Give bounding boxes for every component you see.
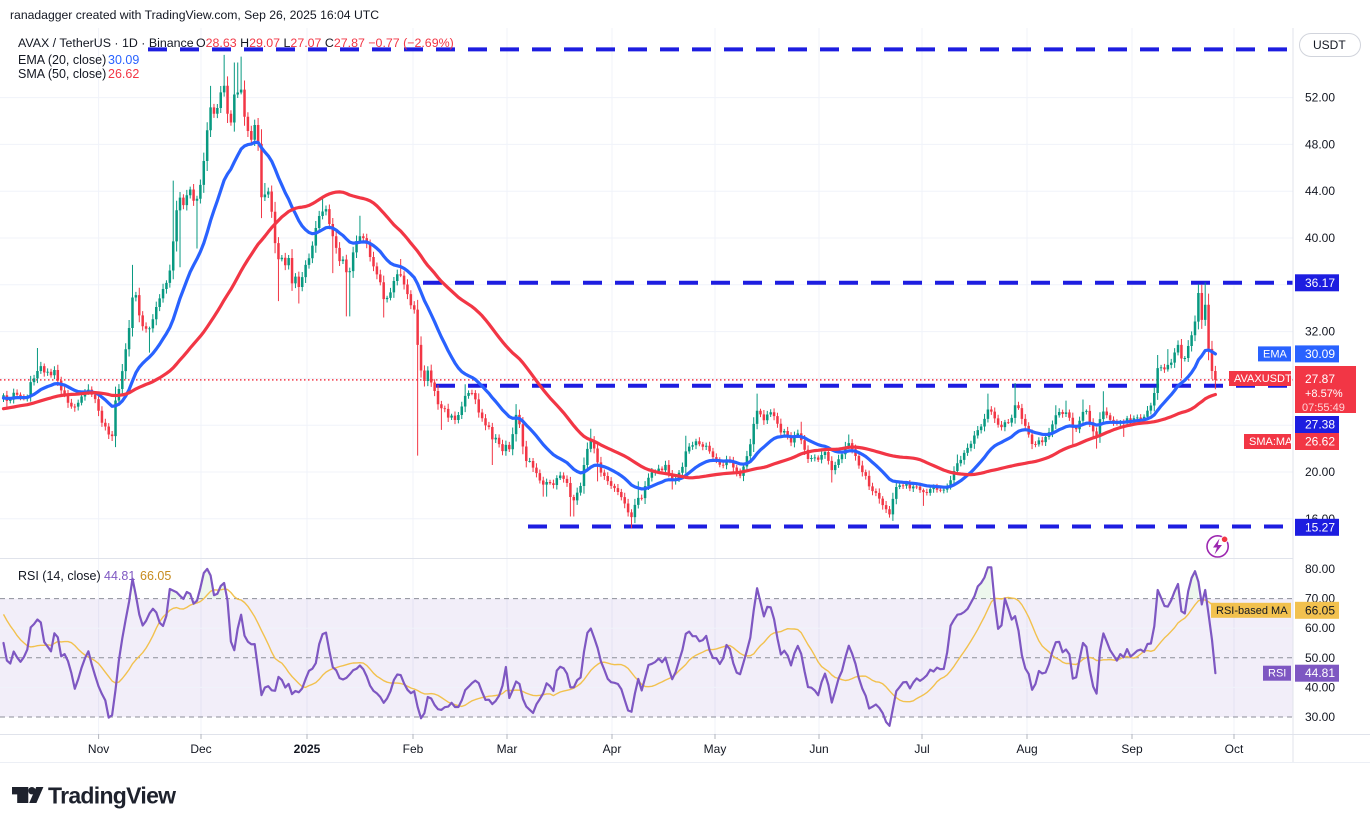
svg-text:O28.63 H29.07 L27.07 C27.87 −0: O28.63 H29.07 L27.07 C27.87 −0.77 (−2.69… bbox=[196, 36, 454, 50]
svg-text:66.05: 66.05 bbox=[1305, 603, 1335, 617]
svg-text:60.00: 60.00 bbox=[1305, 621, 1335, 635]
svg-text:EMA (20, close): EMA (20, close) bbox=[18, 53, 106, 67]
svg-text:27.87: 27.87 bbox=[1305, 372, 1335, 386]
svg-text:30.09: 30.09 bbox=[108, 53, 139, 67]
svg-text:50.00: 50.00 bbox=[1305, 651, 1335, 665]
svg-text:TradingView: TradingView bbox=[48, 783, 176, 809]
svg-text:32.00: 32.00 bbox=[1305, 325, 1335, 339]
svg-text:Dec: Dec bbox=[190, 742, 211, 756]
svg-text:Jun: Jun bbox=[809, 742, 828, 756]
svg-text:52.00: 52.00 bbox=[1305, 91, 1335, 105]
svg-text:26.62: 26.62 bbox=[108, 67, 139, 81]
svg-text:30.00: 30.00 bbox=[1305, 710, 1335, 724]
svg-text:66.05: 66.05 bbox=[140, 569, 171, 583]
svg-text:RSI (14, close): RSI (14, close) bbox=[18, 569, 101, 583]
svg-text:15.27: 15.27 bbox=[1305, 520, 1335, 534]
svg-text:RSI-based MA: RSI-based MA bbox=[1216, 605, 1288, 617]
svg-text:Mar: Mar bbox=[497, 742, 518, 756]
svg-text:Nov: Nov bbox=[88, 742, 109, 756]
svg-text:ranadagger created with Tradin: ranadagger created with TradingView.com,… bbox=[10, 8, 379, 22]
svg-text:RSI: RSI bbox=[1268, 668, 1286, 680]
svg-text:Oct: Oct bbox=[1225, 742, 1244, 756]
svg-text:+8.57%: +8.57% bbox=[1305, 388, 1343, 400]
svg-text:26.62: 26.62 bbox=[1305, 435, 1335, 449]
svg-text:Jul: Jul bbox=[914, 742, 929, 756]
svg-text:20.00: 20.00 bbox=[1305, 465, 1335, 479]
svg-text:AVAXUSDT: AVAXUSDT bbox=[1234, 373, 1292, 385]
svg-text:40.00: 40.00 bbox=[1305, 680, 1335, 694]
svg-text:80.00: 80.00 bbox=[1305, 562, 1335, 576]
svg-text:48.00: 48.00 bbox=[1305, 137, 1335, 151]
svg-text:2025: 2025 bbox=[294, 742, 321, 756]
svg-text:Feb: Feb bbox=[403, 742, 424, 756]
svg-text:44.00: 44.00 bbox=[1305, 184, 1335, 198]
svg-text:07:55:49: 07:55:49 bbox=[1302, 402, 1345, 414]
svg-text:44.81: 44.81 bbox=[104, 569, 135, 583]
svg-text:36.17: 36.17 bbox=[1305, 276, 1335, 290]
svg-text:Apr: Apr bbox=[603, 742, 622, 756]
svg-text:May: May bbox=[704, 742, 727, 756]
svg-text:44.81: 44.81 bbox=[1305, 666, 1335, 680]
svg-text:EMA: EMA bbox=[1263, 348, 1288, 360]
svg-text:SMA:MA: SMA:MA bbox=[1249, 436, 1293, 448]
svg-text:USDT: USDT bbox=[1313, 38, 1346, 52]
svg-text:Aug: Aug bbox=[1016, 742, 1037, 756]
svg-text:SMA (50, close): SMA (50, close) bbox=[18, 67, 106, 81]
svg-text:AVAX / TetherUS · 1D · Binance: AVAX / TetherUS · 1D · Binance bbox=[18, 36, 194, 50]
svg-text:40.00: 40.00 bbox=[1305, 231, 1335, 245]
svg-text:30.09: 30.09 bbox=[1305, 347, 1335, 361]
svg-text:27.38: 27.38 bbox=[1305, 418, 1335, 432]
svg-text:Sep: Sep bbox=[1121, 742, 1143, 756]
